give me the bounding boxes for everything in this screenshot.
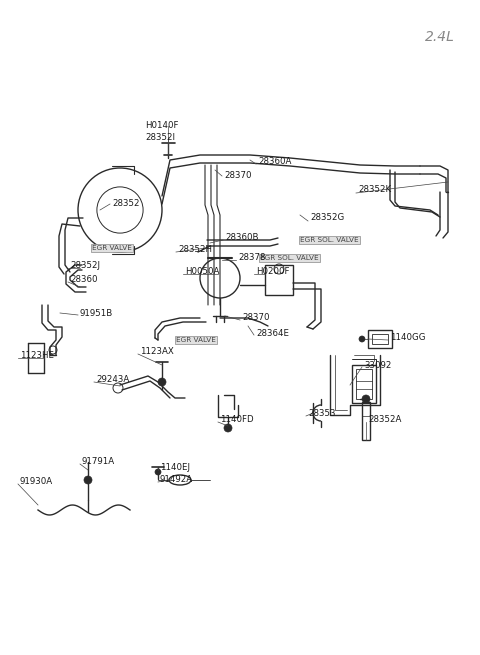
Text: EGR VALVE: EGR VALVE xyxy=(92,245,132,251)
Circle shape xyxy=(359,336,365,342)
Circle shape xyxy=(224,424,232,432)
Circle shape xyxy=(158,378,166,386)
Text: 91492A: 91492A xyxy=(160,476,193,485)
Text: 28364E: 28364E xyxy=(256,329,289,337)
Bar xyxy=(368,330,392,348)
Text: 2.4L: 2.4L xyxy=(425,30,455,44)
Text: 29243A: 29243A xyxy=(96,375,129,384)
Text: EGR SOL. VALVE: EGR SOL. VALVE xyxy=(260,255,319,261)
Text: 28353: 28353 xyxy=(308,409,336,419)
Text: EGR VALVE: EGR VALVE xyxy=(176,337,216,343)
Text: 91951B: 91951B xyxy=(80,309,113,318)
Text: 28352K: 28352K xyxy=(358,185,391,195)
Text: 1140GG: 1140GG xyxy=(390,333,425,343)
Text: EGR SOL. VALVE: EGR SOL. VALVE xyxy=(300,237,359,243)
Text: 28352: 28352 xyxy=(112,200,140,208)
Text: 91791A: 91791A xyxy=(82,457,115,466)
Text: 91930A: 91930A xyxy=(20,477,53,487)
Text: 28378: 28378 xyxy=(238,253,265,263)
Text: H0140F: H0140F xyxy=(145,121,179,130)
Text: 1123AX: 1123AX xyxy=(140,348,174,356)
Text: 28360: 28360 xyxy=(70,276,97,284)
Bar xyxy=(265,265,293,295)
Text: H0200F: H0200F xyxy=(256,267,289,276)
Bar xyxy=(372,334,388,344)
Text: 28352I: 28352I xyxy=(145,132,175,141)
Circle shape xyxy=(155,469,161,475)
Text: 1123HE: 1123HE xyxy=(20,352,54,360)
Circle shape xyxy=(362,395,370,403)
Text: 28352J: 28352J xyxy=(70,261,100,271)
Text: 28370: 28370 xyxy=(224,172,252,181)
Text: 28370: 28370 xyxy=(242,314,269,322)
Text: 28360B: 28360B xyxy=(225,233,259,242)
Text: 1140FD: 1140FD xyxy=(220,415,253,424)
Text: 28352A: 28352A xyxy=(368,415,401,424)
Bar xyxy=(356,369,372,399)
Text: 28360A: 28360A xyxy=(258,157,291,166)
Bar xyxy=(352,365,376,403)
Bar xyxy=(362,402,370,440)
Text: 1140EJ: 1140EJ xyxy=(160,464,190,472)
Circle shape xyxy=(84,476,92,484)
Text: H0050A: H0050A xyxy=(185,267,219,276)
Text: 33092: 33092 xyxy=(364,360,391,369)
Text: 28352H: 28352H xyxy=(178,246,212,255)
Text: 28352G: 28352G xyxy=(310,214,344,223)
